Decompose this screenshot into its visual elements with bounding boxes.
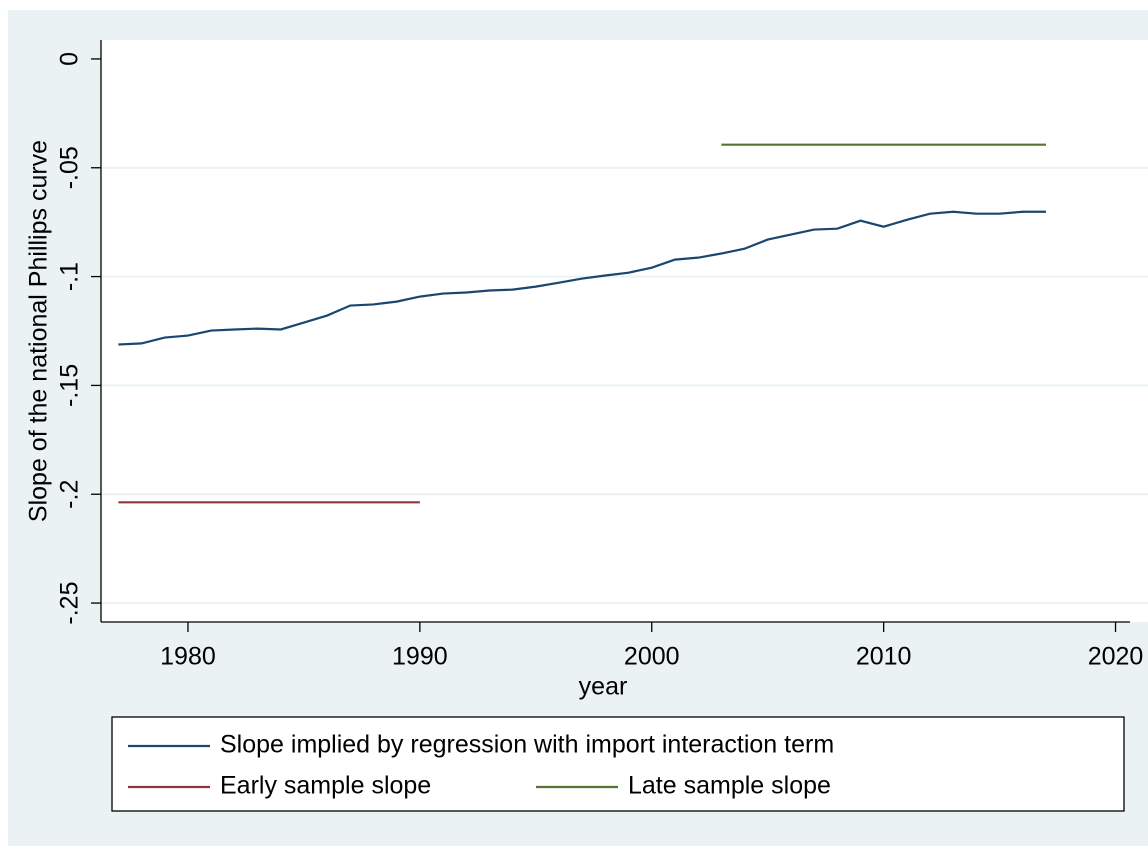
legend-box: [111, 716, 1125, 812]
y-tick-label: -.05: [56, 146, 84, 189]
y-axis-title: Slope of the national Phillips curve: [25, 140, 53, 522]
y-tick-label: -.2: [56, 480, 84, 509]
x-tick-label: 2010: [856, 643, 912, 671]
x-tick-label: 2020: [1088, 643, 1144, 671]
y-tick-label: -.25: [56, 582, 84, 625]
plot-area: [101, 40, 1148, 622]
legend-label: Slope implied by regression with import …: [220, 731, 834, 759]
data-line: [118, 210, 1046, 346]
y-tick-label: -.15: [56, 364, 84, 407]
x-tick-label: 1990: [392, 643, 448, 671]
legend-label: Late sample slope: [628, 772, 831, 800]
y-tick-label: 0: [56, 52, 84, 66]
x-tick-label: 1980: [160, 643, 216, 671]
x-tick-label: 2000: [624, 643, 680, 671]
x-axis-title: year: [579, 673, 628, 701]
legend-label: Early sample slope: [220, 772, 431, 800]
y-tick-label: -.1: [56, 262, 84, 291]
